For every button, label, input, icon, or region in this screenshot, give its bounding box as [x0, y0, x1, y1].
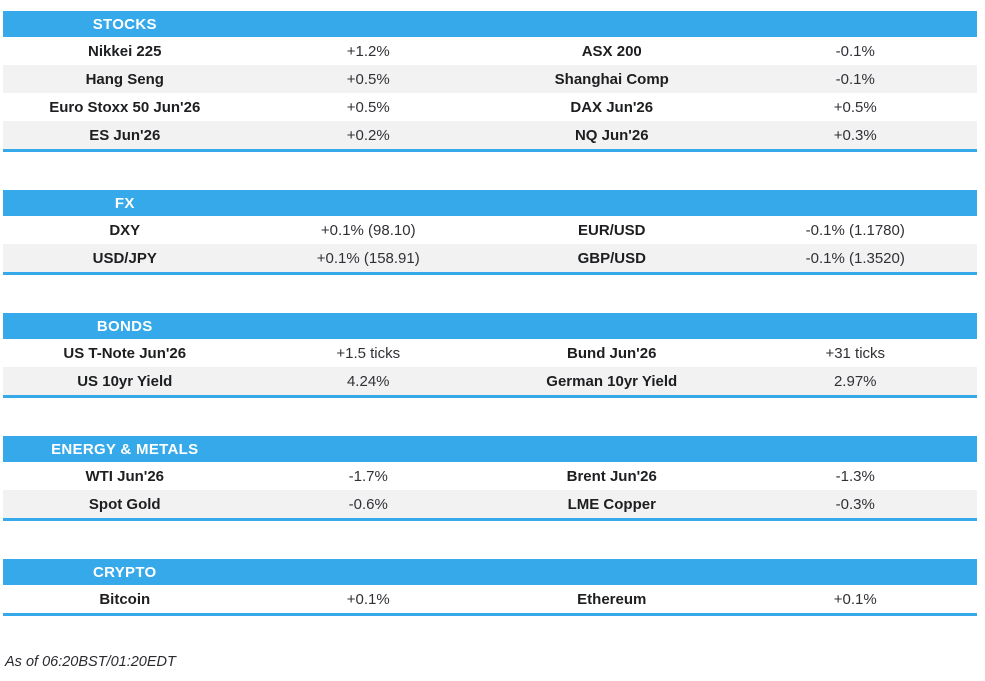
instrument-name: US 10yr Yield	[77, 372, 173, 390]
instrument-name: LME Copper	[567, 495, 656, 513]
section-title: FX	[114, 194, 135, 212]
instrument-value: +0.5%	[346, 98, 390, 116]
section-energy-metals: ENERGY & METALS WTI Jun'26 -1.7% Brent J…	[3, 436, 977, 521]
table-row: Euro Stoxx 50 Jun'26 +0.5% DAX Jun'26 +0…	[3, 93, 977, 121]
instrument-value: +0.3%	[833, 126, 877, 144]
instrument-name: DXY	[109, 221, 141, 239]
instrument-value: +31 ticks	[825, 344, 886, 362]
table-row: Bitcoin +0.1% Ethereum +0.1%	[3, 585, 977, 613]
instrument-name: Shanghai Comp	[554, 70, 669, 88]
instrument-name: Spot Gold	[88, 495, 161, 513]
section-bonds: BONDS US T-Note Jun'26 +1.5 ticks Bund J…	[3, 313, 977, 398]
section-stocks: STOCKS Nikkei 225 +1.2% ASX 200 -0.1% Ha…	[3, 11, 977, 152]
instrument-value: +1.2%	[346, 42, 390, 60]
instrument-name: WTI Jun'26	[85, 467, 165, 485]
instrument-name: NQ Jun'26	[574, 126, 649, 144]
table-row: USD/JPY +0.1% (158.91) GBP/USD -0.1% (1.…	[3, 244, 977, 272]
section-crypto: CRYPTO Bitcoin +0.1% Ethereum +0.1%	[3, 559, 977, 616]
section-header-crypto: CRYPTO	[3, 559, 977, 585]
section-title: CRYPTO	[93, 563, 157, 581]
instrument-value: +1.5 ticks	[336, 344, 401, 362]
instrument-name: Bund Jun'26	[567, 344, 657, 362]
section-header-energy-metals: ENERGY & METALS	[3, 436, 977, 462]
instrument-value: -0.3%	[835, 495, 875, 513]
instrument-value: -0.1% (1.3520)	[805, 249, 905, 267]
as-of-timestamp: As of 06:20BST/01:20EDT	[5, 654, 176, 670]
instrument-value: +0.1%	[346, 590, 390, 608]
table-row: US 10yr Yield 4.24% German 10yr Yield 2.…	[3, 367, 977, 395]
instrument-name: Brent Jun'26	[566, 467, 657, 485]
instrument-name: German 10yr Yield	[546, 372, 678, 390]
table-row: Hang Seng +0.5% Shanghai Comp -0.1%	[3, 65, 977, 93]
instrument-value: +0.1% (98.10)	[320, 221, 416, 239]
instrument-name: Bitcoin	[99, 590, 151, 608]
instrument-value: -0.1%	[835, 42, 875, 60]
instrument-name: Hang Seng	[85, 70, 164, 88]
instrument-name: ES Jun'26	[89, 126, 161, 144]
instrument-name: Euro Stoxx 50 Jun'26	[49, 98, 201, 116]
instrument-value: +0.5%	[833, 98, 877, 116]
section-header-stocks: STOCKS	[3, 11, 977, 37]
section-title: ENERGY & METALS	[51, 440, 199, 458]
section-title: STOCKS	[92, 15, 157, 33]
table-row: US T-Note Jun'26 +1.5 ticks Bund Jun'26 …	[3, 339, 977, 367]
instrument-name: Ethereum	[577, 590, 647, 608]
instrument-name: US T-Note Jun'26	[63, 344, 187, 362]
instrument-value: +0.1%	[833, 590, 877, 608]
section-header-bonds: BONDS	[3, 313, 977, 339]
table-row: Nikkei 225 +1.2% ASX 200 -0.1%	[3, 37, 977, 65]
instrument-name: DAX Jun'26	[570, 98, 654, 116]
instrument-value: -0.1% (1.1780)	[805, 221, 905, 239]
instrument-value: -0.6%	[348, 495, 388, 513]
instrument-name: ASX 200	[581, 42, 642, 60]
instrument-name: Nikkei 225	[88, 42, 162, 60]
section-header-fx: FX	[3, 190, 977, 216]
instrument-value: +0.1% (158.91)	[316, 249, 420, 267]
instrument-value: -0.1%	[835, 70, 875, 88]
instrument-value: +0.2%	[346, 126, 390, 144]
instrument-name: EUR/USD	[577, 221, 646, 239]
instrument-value: 2.97%	[833, 372, 877, 390]
section-fx: FX DXY +0.1% (98.10) EUR/USD -0.1% (1.17…	[3, 190, 977, 275]
table-row: WTI Jun'26 -1.7% Brent Jun'26 -1.3%	[3, 462, 977, 490]
instrument-value: +0.5%	[346, 70, 390, 88]
instrument-value: -1.3%	[835, 467, 875, 485]
table-row: DXY +0.1% (98.10) EUR/USD -0.1% (1.1780)	[3, 216, 977, 244]
instrument-name: USD/JPY	[92, 249, 157, 267]
table-row: ES Jun'26 +0.2% NQ Jun'26 +0.3%	[3, 121, 977, 149]
table-row: Spot Gold -0.6% LME Copper -0.3%	[3, 490, 977, 518]
instrument-value: -1.7%	[348, 467, 388, 485]
section-title: BONDS	[96, 317, 153, 335]
instrument-value: 4.24%	[346, 372, 390, 390]
instrument-name: GBP/USD	[577, 249, 646, 267]
